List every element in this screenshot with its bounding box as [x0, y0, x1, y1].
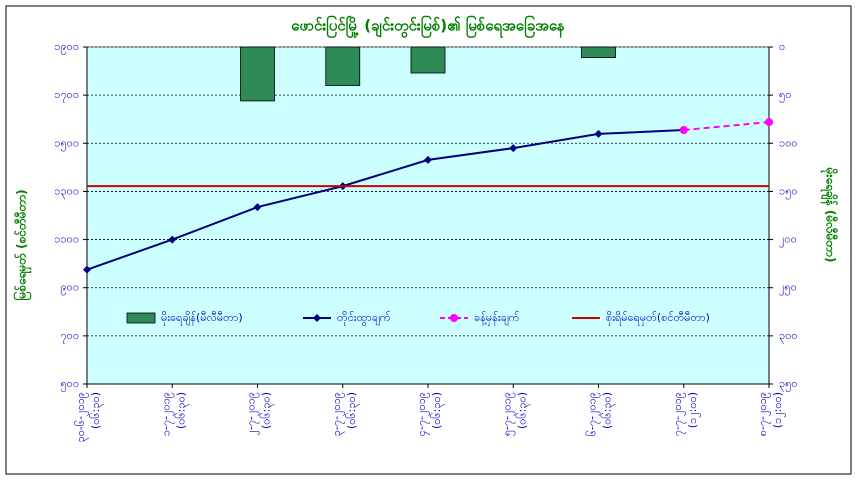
- legend-label: ခန့်မှန်းချက်: [474, 311, 520, 326]
- legend-label: တိုင်းထွာချက်: [337, 311, 391, 326]
- y2-tick-label: ၁၀၀: [779, 136, 798, 149]
- y-tick-label: ၇၀၀: [60, 329, 79, 344]
- y-tick-label: ၅၀၀: [60, 377, 79, 392]
- y-tick-label: ၁၃၀၀: [54, 184, 79, 199]
- legend-marker: [313, 314, 321, 322]
- y2-tick-label: ၀: [779, 40, 785, 53]
- bar: [410, 46, 446, 74]
- point: [253, 203, 262, 212]
- point: [83, 265, 91, 274]
- series-line: [86, 129, 684, 271]
- point: [594, 129, 603, 138]
- y2-tick-label: ၃၀၀: [779, 329, 798, 344]
- x-tick-label: ၅-၇-၂၀၁၉: [500, 392, 515, 436]
- y2-tick-label: ၃၅၀: [779, 377, 798, 392]
- bar: [325, 46, 361, 86]
- plot-area: [86, 46, 770, 385]
- x-tick-label: (၀၆:၃၀): [345, 392, 360, 429]
- point: [424, 155, 432, 164]
- bar: [581, 46, 616, 58]
- x-tick-label: ၃၀-၆-၂၀၁၉: [74, 392, 89, 442]
- point: [679, 126, 688, 135]
- y2-tick-label: ၂၀၀: [779, 233, 797, 248]
- x-tick-label: ၈-၇-၂၀၁၉: [756, 392, 771, 436]
- x-tick-label: ၁-၇-၂၀၁၉: [159, 392, 174, 436]
- x-tick-label: ၇-၇-၂၀၁၉: [671, 392, 686, 436]
- x-tick-label: (၀၆:၃၀): [89, 392, 104, 429]
- x-tick-label: ၆-၇-၂၀၁၉: [586, 392, 601, 436]
- y2-tick-label: ၁၅၀: [779, 184, 798, 199]
- y-tick-label: ၁၇၀၀: [54, 88, 79, 103]
- legend-label: စိုးရိမ်ရေမှတ်(စင်တီမီတာ): [606, 311, 710, 326]
- x-tick-label: (၁၂:၀၀): [686, 392, 701, 428]
- y-tick-label: ၉၀၀: [60, 281, 79, 296]
- point: [168, 235, 177, 244]
- x-tick-label: ၄-၇-၂၀၁၉: [415, 392, 430, 436]
- legend-swatch: [126, 312, 156, 324]
- legend-label: မိုးရေချိန်(မီလီမီတာ): [161, 311, 243, 326]
- x-tick-label: (၀၆:၃၀): [174, 392, 189, 429]
- bar: [240, 46, 275, 102]
- x-tick-label: (၀၆:၃၀): [515, 392, 530, 429]
- y2-tick-label: ၅၀: [779, 88, 791, 103]
- x-tick-label: ၃-၇-၂၀၁၉: [330, 392, 345, 436]
- x-tick-label: (၁၂:၀၀): [771, 392, 786, 428]
- x-tick-label: (၀၆:၃၀): [260, 392, 275, 429]
- y-axis-title: မြစ်ရေမှတ် (စင်တီမီတာ): [12, 189, 33, 300]
- point: [509, 144, 518, 153]
- y-tick-label: ၁၁၀၀: [54, 233, 79, 246]
- y2-tick-label: ၂၅၀: [779, 281, 797, 296]
- legend-marker: [450, 314, 458, 322]
- y2-axis-title: မိုးရေချိန် (မီလီမီတာ): [820, 167, 840, 263]
- y-tick-label: ၁၅၀၀: [54, 136, 79, 151]
- y-tick-label: ၁၉၀၀: [54, 40, 79, 55]
- point: [765, 118, 773, 127]
- x-tick-label: ၂-၇-၂၀၁၉: [245, 392, 260, 436]
- x-tick-label: (၀၆:၃၀): [601, 392, 616, 429]
- series-line: [683, 121, 770, 132]
- x-tick-label: (၀၆:၃၀): [430, 392, 445, 429]
